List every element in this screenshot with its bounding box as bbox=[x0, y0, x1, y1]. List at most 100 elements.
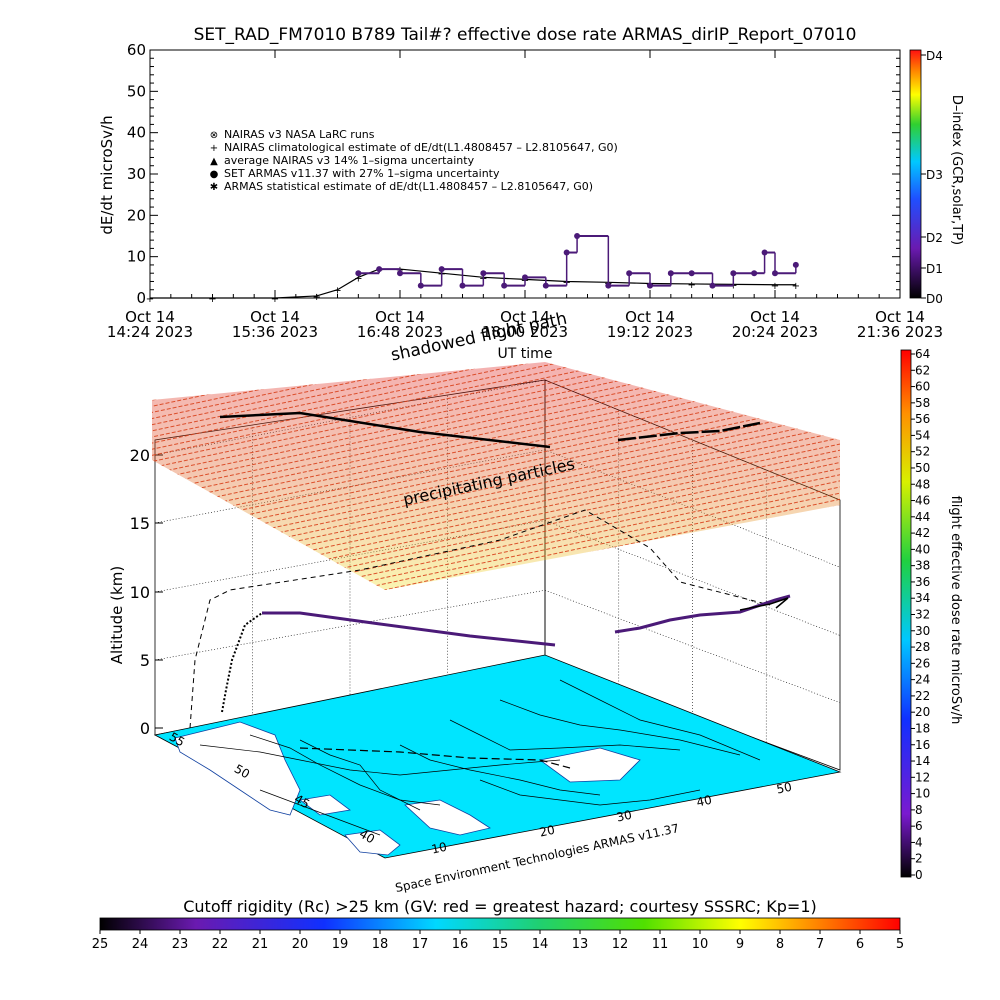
dose-rate-colorbar-label: flight effective dose rate microSv/h bbox=[948, 496, 963, 725]
map-border-line bbox=[199, 744, 561, 776]
x-tick-day: Oct 14 bbox=[125, 308, 175, 326]
x-tick-day: Oct 14 bbox=[875, 308, 925, 326]
dose-rate-tick-label: 12 bbox=[915, 770, 930, 784]
flight-path-upper-shadow-east bbox=[617, 421, 761, 442]
dose-rate-tick-label: 60 bbox=[915, 380, 930, 394]
cutoff-rigidity-tick-label: 23 bbox=[172, 937, 189, 952]
legend-symbol: ▲ bbox=[210, 156, 218, 167]
dose-rate-tick-label: 10 bbox=[915, 787, 930, 801]
dose-rate-tick-label: 62 bbox=[915, 363, 930, 377]
chart-title: SET_RAD_FM7010 B789 Tail#? effective dos… bbox=[194, 25, 857, 45]
y-tick-label: 20 bbox=[127, 206, 146, 224]
dose-rate-tick-label: 18 bbox=[915, 721, 930, 735]
cutoff-rigidity-tick-label: 10 bbox=[692, 937, 709, 952]
flight-path-upper-shadow bbox=[219, 411, 551, 449]
series-armas-point bbox=[772, 270, 778, 277]
dose-rate-tick-label: 32 bbox=[915, 608, 930, 622]
y-tick-label: 60 bbox=[127, 41, 146, 59]
dose-rate-tick-label: 56 bbox=[915, 412, 930, 426]
cutoff-rigidity-tick-label: 16 bbox=[452, 937, 469, 952]
y-tick-label: 30 bbox=[127, 165, 146, 183]
series-armas-point bbox=[355, 270, 362, 277]
d-index-tick-label: D0 bbox=[926, 292, 943, 306]
altitude-axis-label: Altitude (km) bbox=[108, 566, 126, 664]
series-armas-point bbox=[751, 270, 758, 277]
land-anatolia bbox=[539, 747, 641, 783]
latitude-tick-label: 50 bbox=[232, 762, 252, 782]
dose-rate-tick-label: 2 bbox=[915, 852, 923, 866]
land-iberia bbox=[344, 829, 401, 856]
series-armas-point bbox=[417, 282, 424, 289]
series-armas-point bbox=[647, 282, 653, 289]
cutoff-rigidity-tick-label: 20 bbox=[292, 937, 309, 952]
cutoff-rigidity-tick-label: 25 bbox=[92, 937, 109, 952]
map-border-line bbox=[399, 744, 601, 796]
series-armas-point bbox=[522, 274, 528, 281]
dose-rate-tick-label: 24 bbox=[915, 673, 930, 687]
x-tick-time: 20:24 2023 bbox=[732, 323, 818, 341]
map-border-line bbox=[249, 734, 441, 806]
cutoff-rigidity-tick-label: 13 bbox=[572, 937, 589, 952]
x-tick-day: Oct 14 bbox=[375, 308, 425, 326]
dose-rate-tick-label: 38 bbox=[915, 559, 930, 573]
series-armas-point bbox=[688, 270, 695, 277]
map-border-line bbox=[499, 699, 741, 756]
land-west bbox=[174, 721, 301, 816]
longitude-tick-label: 20 bbox=[538, 823, 556, 840]
flight-path-climb bbox=[221, 612, 263, 713]
d-index-tick-label: D3 bbox=[926, 168, 943, 182]
dose-rate-tick-label: 58 bbox=[915, 396, 930, 410]
altitude-tick-label: 10 bbox=[130, 583, 150, 602]
d-index-label: D–index (GCR,solar,TP) bbox=[949, 95, 964, 245]
x-tick-time: 21:36 2023 bbox=[857, 323, 943, 341]
series-armas-point bbox=[480, 270, 487, 277]
dose-rate-tick-label: 8 bbox=[915, 803, 923, 817]
y-tick-label: 40 bbox=[127, 124, 146, 142]
cutoff-rigidity-tick-label: 21 bbox=[252, 937, 269, 952]
top-y-ticks: 0 10 20 30 40 50 60 bbox=[127, 41, 900, 307]
dose-rate-tick-label: 64 bbox=[915, 347, 930, 361]
x-axis-label: UT time bbox=[498, 346, 553, 362]
longitude-tick-label: 40 bbox=[695, 793, 713, 810]
series-armas-point bbox=[376, 266, 383, 273]
series-armas-point bbox=[438, 266, 445, 273]
series-nairas-point: + bbox=[312, 292, 320, 303]
flight-path-projection bbox=[189, 509, 771, 729]
x-tick-time: 14:24 2023 bbox=[107, 323, 193, 341]
top-series: ++++++++++++++++++ bbox=[146, 233, 800, 305]
series-armas-point bbox=[667, 270, 674, 277]
map-border-line bbox=[259, 789, 381, 836]
cutoff-rigidity-tick-label: 18 bbox=[372, 937, 389, 952]
altitude-tick-label: 20 bbox=[130, 446, 150, 465]
latitude-tick-label: 45 bbox=[292, 792, 312, 812]
dose-rate-ticks: 0246810121416182022242628303234363840424… bbox=[911, 347, 930, 882]
series-armas-point bbox=[563, 249, 570, 256]
map-border-line bbox=[559, 679, 761, 761]
dose-rate-tick-label: 6 bbox=[915, 819, 923, 833]
top-y-axis-label: dE/dt microSv/h bbox=[98, 115, 116, 234]
d-index-ticks: D0 D1 D2 D3 D4 bbox=[921, 49, 943, 306]
legend-label: NAIRAS climatological estimate of dE/dt(… bbox=[224, 141, 618, 154]
longitude-ticks: 10 20 30 40 50 bbox=[430, 780, 793, 857]
latitude-tick-label: 40 bbox=[357, 827, 377, 847]
legend-label: ARMAS statistical estimate of dE/dt(L1.4… bbox=[224, 180, 593, 193]
legend-symbol: ⊗ bbox=[210, 130, 218, 141]
dose-rate-tick-label: 42 bbox=[915, 526, 930, 540]
dose-rate-tick-label: 26 bbox=[915, 656, 930, 670]
map-border-line bbox=[479, 779, 701, 806]
x-tick-day: Oct 14 bbox=[750, 308, 800, 326]
cutoff-rigidity-tick-label: 19 bbox=[332, 937, 349, 952]
dose-rate-tick-label: 46 bbox=[915, 494, 930, 508]
dose-rate-tick-label: 50 bbox=[915, 461, 930, 475]
cutoff-rigidity-tick-label: 12 bbox=[612, 937, 629, 952]
map-borders bbox=[199, 679, 761, 836]
altitude-ticks: 0 5 10 15 20 bbox=[130, 446, 163, 738]
y-tick-label: 10 bbox=[127, 248, 146, 266]
d-index-tick-label: D4 bbox=[926, 49, 943, 63]
dose-rate-tick-label: 20 bbox=[915, 705, 930, 719]
x-tick-time: 19:12 2023 bbox=[607, 323, 693, 341]
series-nairas-point: + bbox=[687, 280, 695, 291]
dose-rate-tick-label: 28 bbox=[915, 640, 930, 654]
